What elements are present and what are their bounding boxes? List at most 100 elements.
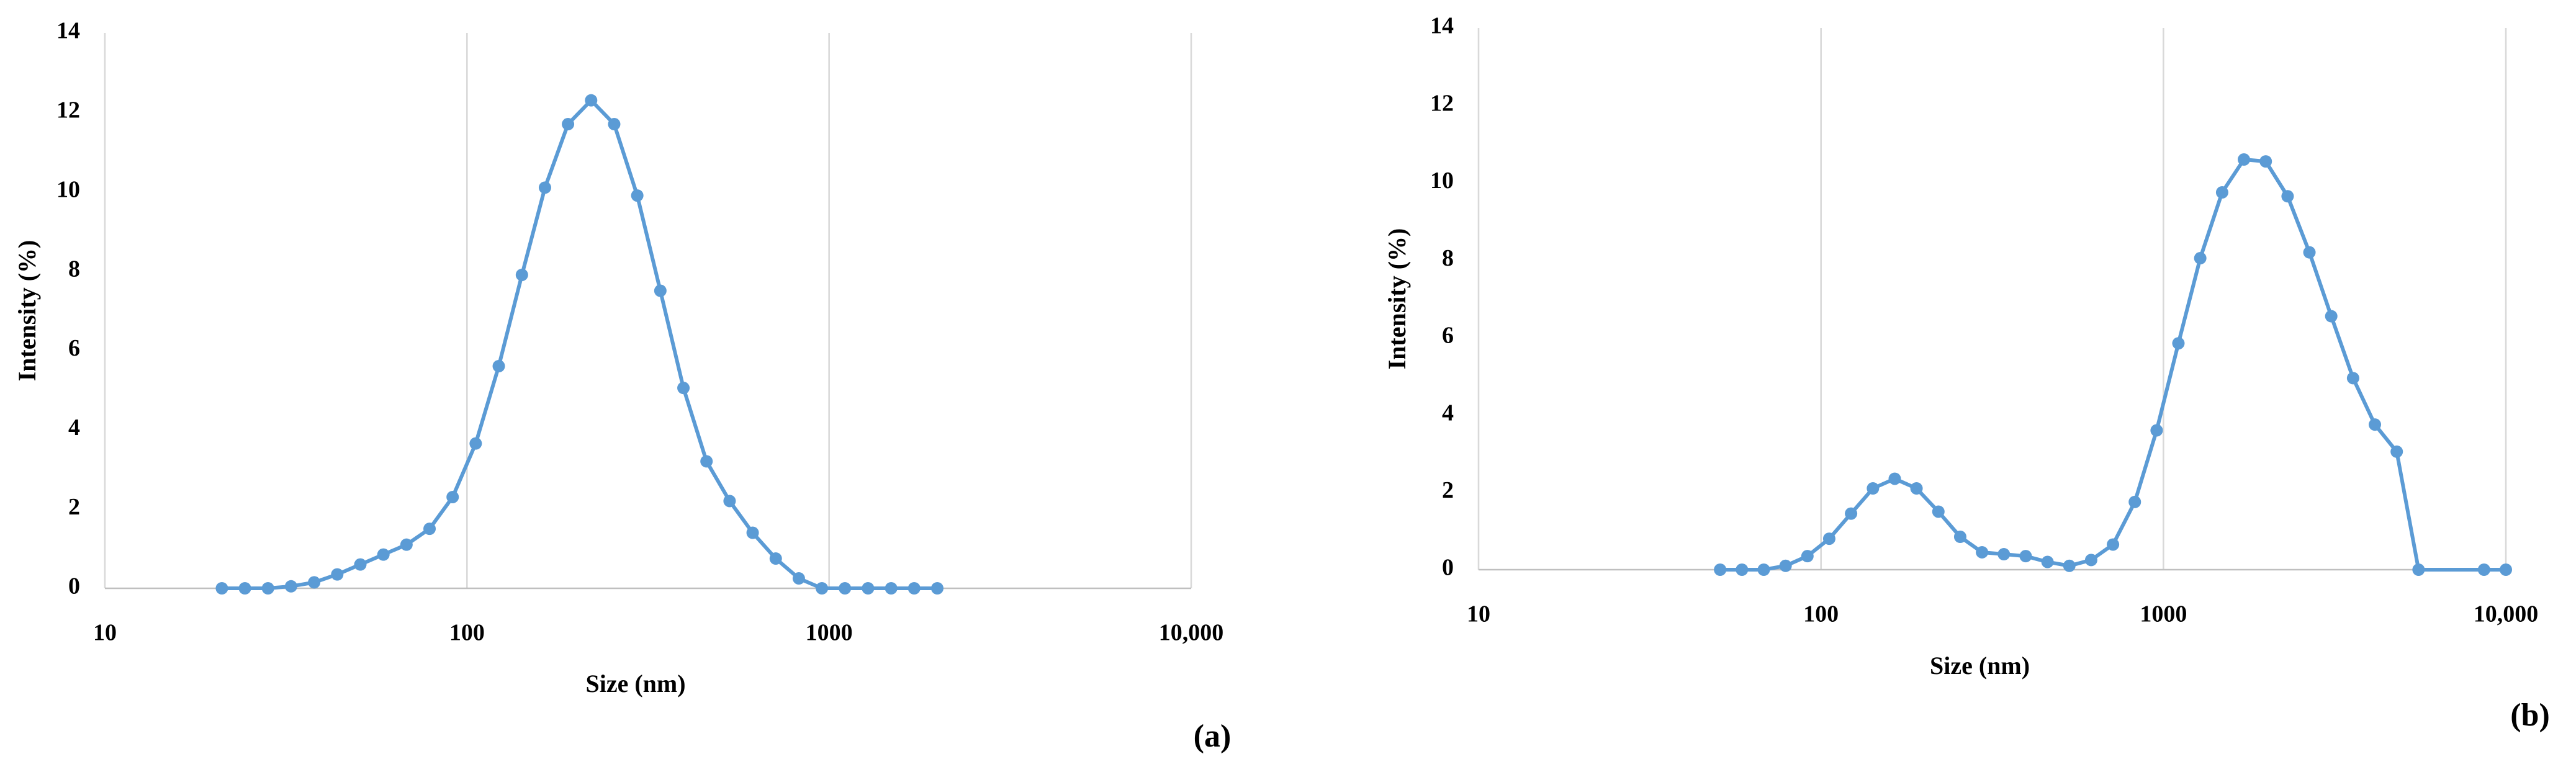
y-tick-label: 6 bbox=[68, 335, 80, 361]
series-line bbox=[222, 97, 937, 590]
y-tick-label: 2 bbox=[68, 494, 80, 520]
data-point bbox=[2369, 418, 2382, 431]
data-point bbox=[538, 181, 551, 194]
data-point bbox=[261, 582, 274, 595]
data-point bbox=[1736, 563, 1749, 576]
data-point bbox=[2477, 563, 2490, 576]
y-tick-label: 10 bbox=[1430, 168, 1454, 194]
data-point bbox=[769, 552, 782, 565]
x-tick-label: 10,000 bbox=[1159, 620, 1224, 646]
y-tick-label: 12 bbox=[1430, 90, 1454, 116]
data-point bbox=[631, 189, 644, 202]
data-point bbox=[1845, 507, 1858, 520]
data-point bbox=[2281, 190, 2294, 203]
data-point bbox=[2215, 186, 2228, 199]
data-point bbox=[469, 437, 482, 450]
y-tick-label: 4 bbox=[1442, 400, 1454, 426]
data-point bbox=[2019, 550, 2032, 563]
x-tick-label: 10,000 bbox=[2474, 601, 2539, 627]
data-point bbox=[2500, 563, 2512, 576]
data-point bbox=[1757, 563, 1770, 576]
x-tick-label: 100 bbox=[1803, 601, 1839, 627]
panel-label: (b) bbox=[2510, 698, 2550, 733]
x-axis-title: Size (nm) bbox=[1930, 652, 2030, 680]
y-tick-label: 2 bbox=[1442, 477, 1454, 503]
x-tick-label: 10 bbox=[1467, 601, 1490, 627]
data-point bbox=[1714, 563, 1727, 576]
data-point bbox=[2084, 554, 2097, 567]
panel-label: (a) bbox=[1194, 719, 1232, 754]
data-point bbox=[839, 582, 852, 595]
data-point bbox=[2150, 424, 2163, 437]
y-tick-label: 12 bbox=[56, 97, 80, 123]
x-axis-title: Size (nm) bbox=[585, 670, 685, 698]
data-point bbox=[885, 582, 898, 595]
x-tick-label: 100 bbox=[449, 620, 485, 646]
data-point bbox=[377, 548, 390, 561]
data-point bbox=[515, 268, 528, 281]
x-tick-label: 10 bbox=[93, 620, 117, 646]
data-point bbox=[423, 523, 436, 536]
data-point bbox=[1953, 530, 1966, 543]
data-point bbox=[585, 94, 598, 107]
data-point bbox=[2041, 555, 2054, 568]
data-point bbox=[1867, 482, 1880, 495]
data-point bbox=[1932, 505, 1945, 518]
x-tick-label: 1000 bbox=[2140, 601, 2187, 627]
data-point bbox=[1822, 532, 1835, 545]
y-tick-label: 0 bbox=[68, 573, 80, 599]
data-point bbox=[215, 582, 228, 595]
data-point bbox=[562, 118, 575, 131]
data-point bbox=[354, 558, 367, 571]
data-point bbox=[816, 582, 829, 595]
y-tick-label: 6 bbox=[1442, 323, 1454, 349]
data-point bbox=[284, 580, 297, 593]
y-axis-title: Intensity (%) bbox=[1383, 228, 1411, 370]
data-point bbox=[2172, 337, 2185, 350]
data-point bbox=[654, 284, 667, 297]
data-point bbox=[308, 576, 321, 589]
y-tick-label: 10 bbox=[56, 176, 80, 202]
data-point bbox=[792, 572, 805, 585]
data-point bbox=[930, 582, 943, 595]
y-tick-label: 14 bbox=[1430, 13, 1454, 39]
data-point bbox=[1976, 545, 1989, 559]
data-point bbox=[1910, 482, 1923, 495]
data-point bbox=[1997, 548, 2011, 561]
data-point bbox=[2063, 559, 2076, 572]
x-tick-label: 1000 bbox=[806, 620, 853, 646]
data-point bbox=[1779, 559, 1792, 572]
data-point bbox=[1801, 550, 1814, 563]
data-point bbox=[2303, 246, 2316, 259]
data-point bbox=[492, 360, 505, 372]
data-point bbox=[2259, 155, 2272, 168]
y-tick-label: 8 bbox=[1442, 245, 1454, 271]
y-tick-label: 0 bbox=[1442, 555, 1454, 581]
data-point bbox=[907, 582, 921, 595]
data-point bbox=[2107, 538, 2120, 551]
data-point bbox=[2412, 563, 2425, 576]
data-point bbox=[2194, 252, 2207, 265]
y-axis-title: Intensity (%) bbox=[13, 240, 41, 382]
data-point bbox=[2390, 445, 2403, 458]
data-point bbox=[2325, 310, 2338, 323]
data-point bbox=[331, 568, 344, 581]
series-line bbox=[1720, 157, 2506, 572]
data-point bbox=[677, 382, 690, 395]
data-point bbox=[2237, 153, 2250, 166]
y-tick-label: 14 bbox=[56, 18, 80, 44]
data-point bbox=[2346, 372, 2359, 385]
data-point bbox=[238, 582, 251, 595]
data-point bbox=[723, 495, 736, 508]
data-point bbox=[446, 490, 459, 503]
y-tick-label: 8 bbox=[68, 256, 80, 282]
data-point bbox=[862, 582, 875, 595]
data-point bbox=[746, 526, 759, 539]
data-point bbox=[1888, 472, 1901, 485]
data-point bbox=[608, 118, 621, 131]
data-point bbox=[2128, 495, 2141, 508]
y-tick-label: 4 bbox=[68, 415, 80, 441]
data-point bbox=[400, 538, 413, 551]
data-point bbox=[700, 455, 713, 468]
